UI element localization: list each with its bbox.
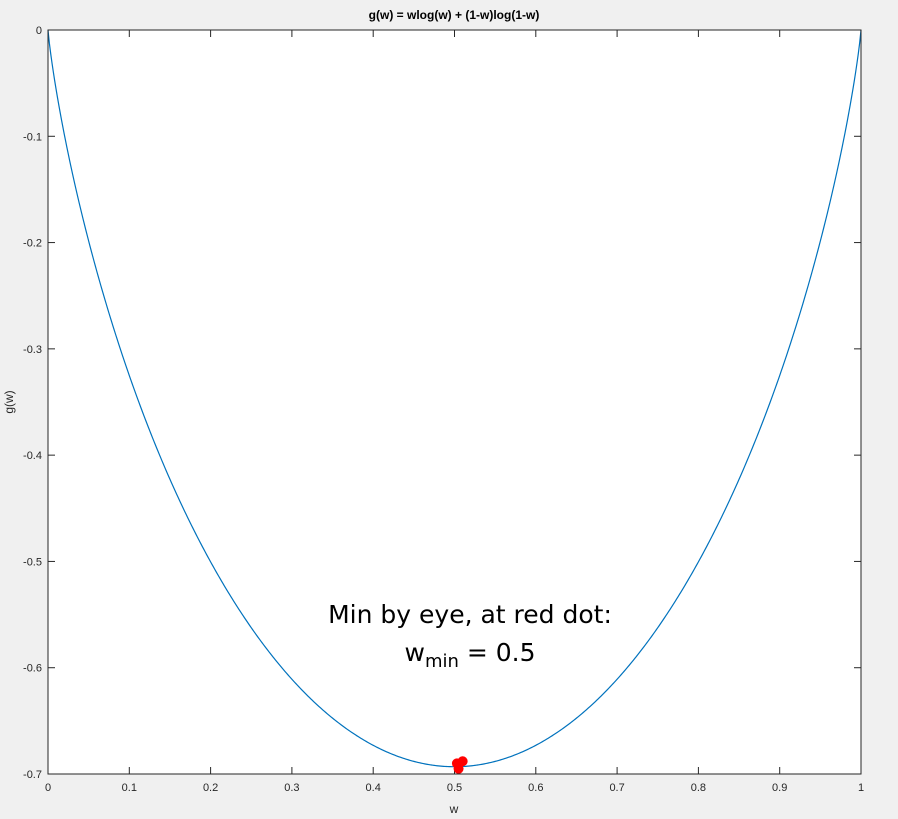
x-tick-label: 0.3 xyxy=(284,782,299,794)
annotation-subscript: min xyxy=(424,651,459,672)
y-axis-label: g(w) xyxy=(2,390,16,413)
annotation-variable: w xyxy=(404,638,425,667)
y-tick-label: -0.1 xyxy=(23,131,42,143)
annotation-line-1: Min by eye, at red dot: xyxy=(328,600,612,629)
x-tick-label: 1 xyxy=(858,782,864,794)
y-tick-label: -0.3 xyxy=(23,344,42,356)
annotation-line-2: wmin = 0.5 xyxy=(290,634,650,672)
y-tick-label: -0.4 xyxy=(23,450,42,462)
x-axis: 0 0.1 0.2 0.3 0.4 0.5 0.6 0.7 0.8 0.9 1 xyxy=(45,30,864,794)
plot-area xyxy=(48,30,861,774)
y-tick-label: -0.2 xyxy=(23,238,42,250)
min-marker-dot xyxy=(453,763,464,774)
x-tick-label: 0.5 xyxy=(447,782,462,794)
x-tick-label: 0 xyxy=(45,782,51,794)
x-tick-label: 0.1 xyxy=(122,782,137,794)
y-tick-label: -0.7 xyxy=(23,769,42,781)
plot-frame xyxy=(47,29,862,775)
y-tick-label: 0 xyxy=(36,25,42,37)
x-tick-label: 0.9 xyxy=(772,782,787,794)
x-tick-label: 0.8 xyxy=(691,782,706,794)
x-tick-label: 0.2 xyxy=(203,782,218,794)
chart-title: g(w) = wlog(w) + (1-w)log(1-w) xyxy=(369,8,540,22)
x-tick-label: 0.7 xyxy=(609,782,624,794)
x-tick-label: 0.6 xyxy=(528,782,543,794)
min-marker-dot xyxy=(457,756,468,767)
x-tick-label: 0.4 xyxy=(366,782,381,794)
annotation-value: = 0.5 xyxy=(458,638,536,667)
y-tick-label: -0.5 xyxy=(23,556,42,568)
x-axis-label: w xyxy=(449,802,459,816)
min-annotation: Min by eye, at red dot: wmin = 0.5 xyxy=(290,596,650,672)
y-axis: 0 -0.1 -0.2 -0.3 -0.4 -0.5 -0.6 -0.7 xyxy=(23,25,861,781)
y-tick-label: -0.6 xyxy=(23,663,42,675)
marker-group xyxy=(451,756,468,774)
